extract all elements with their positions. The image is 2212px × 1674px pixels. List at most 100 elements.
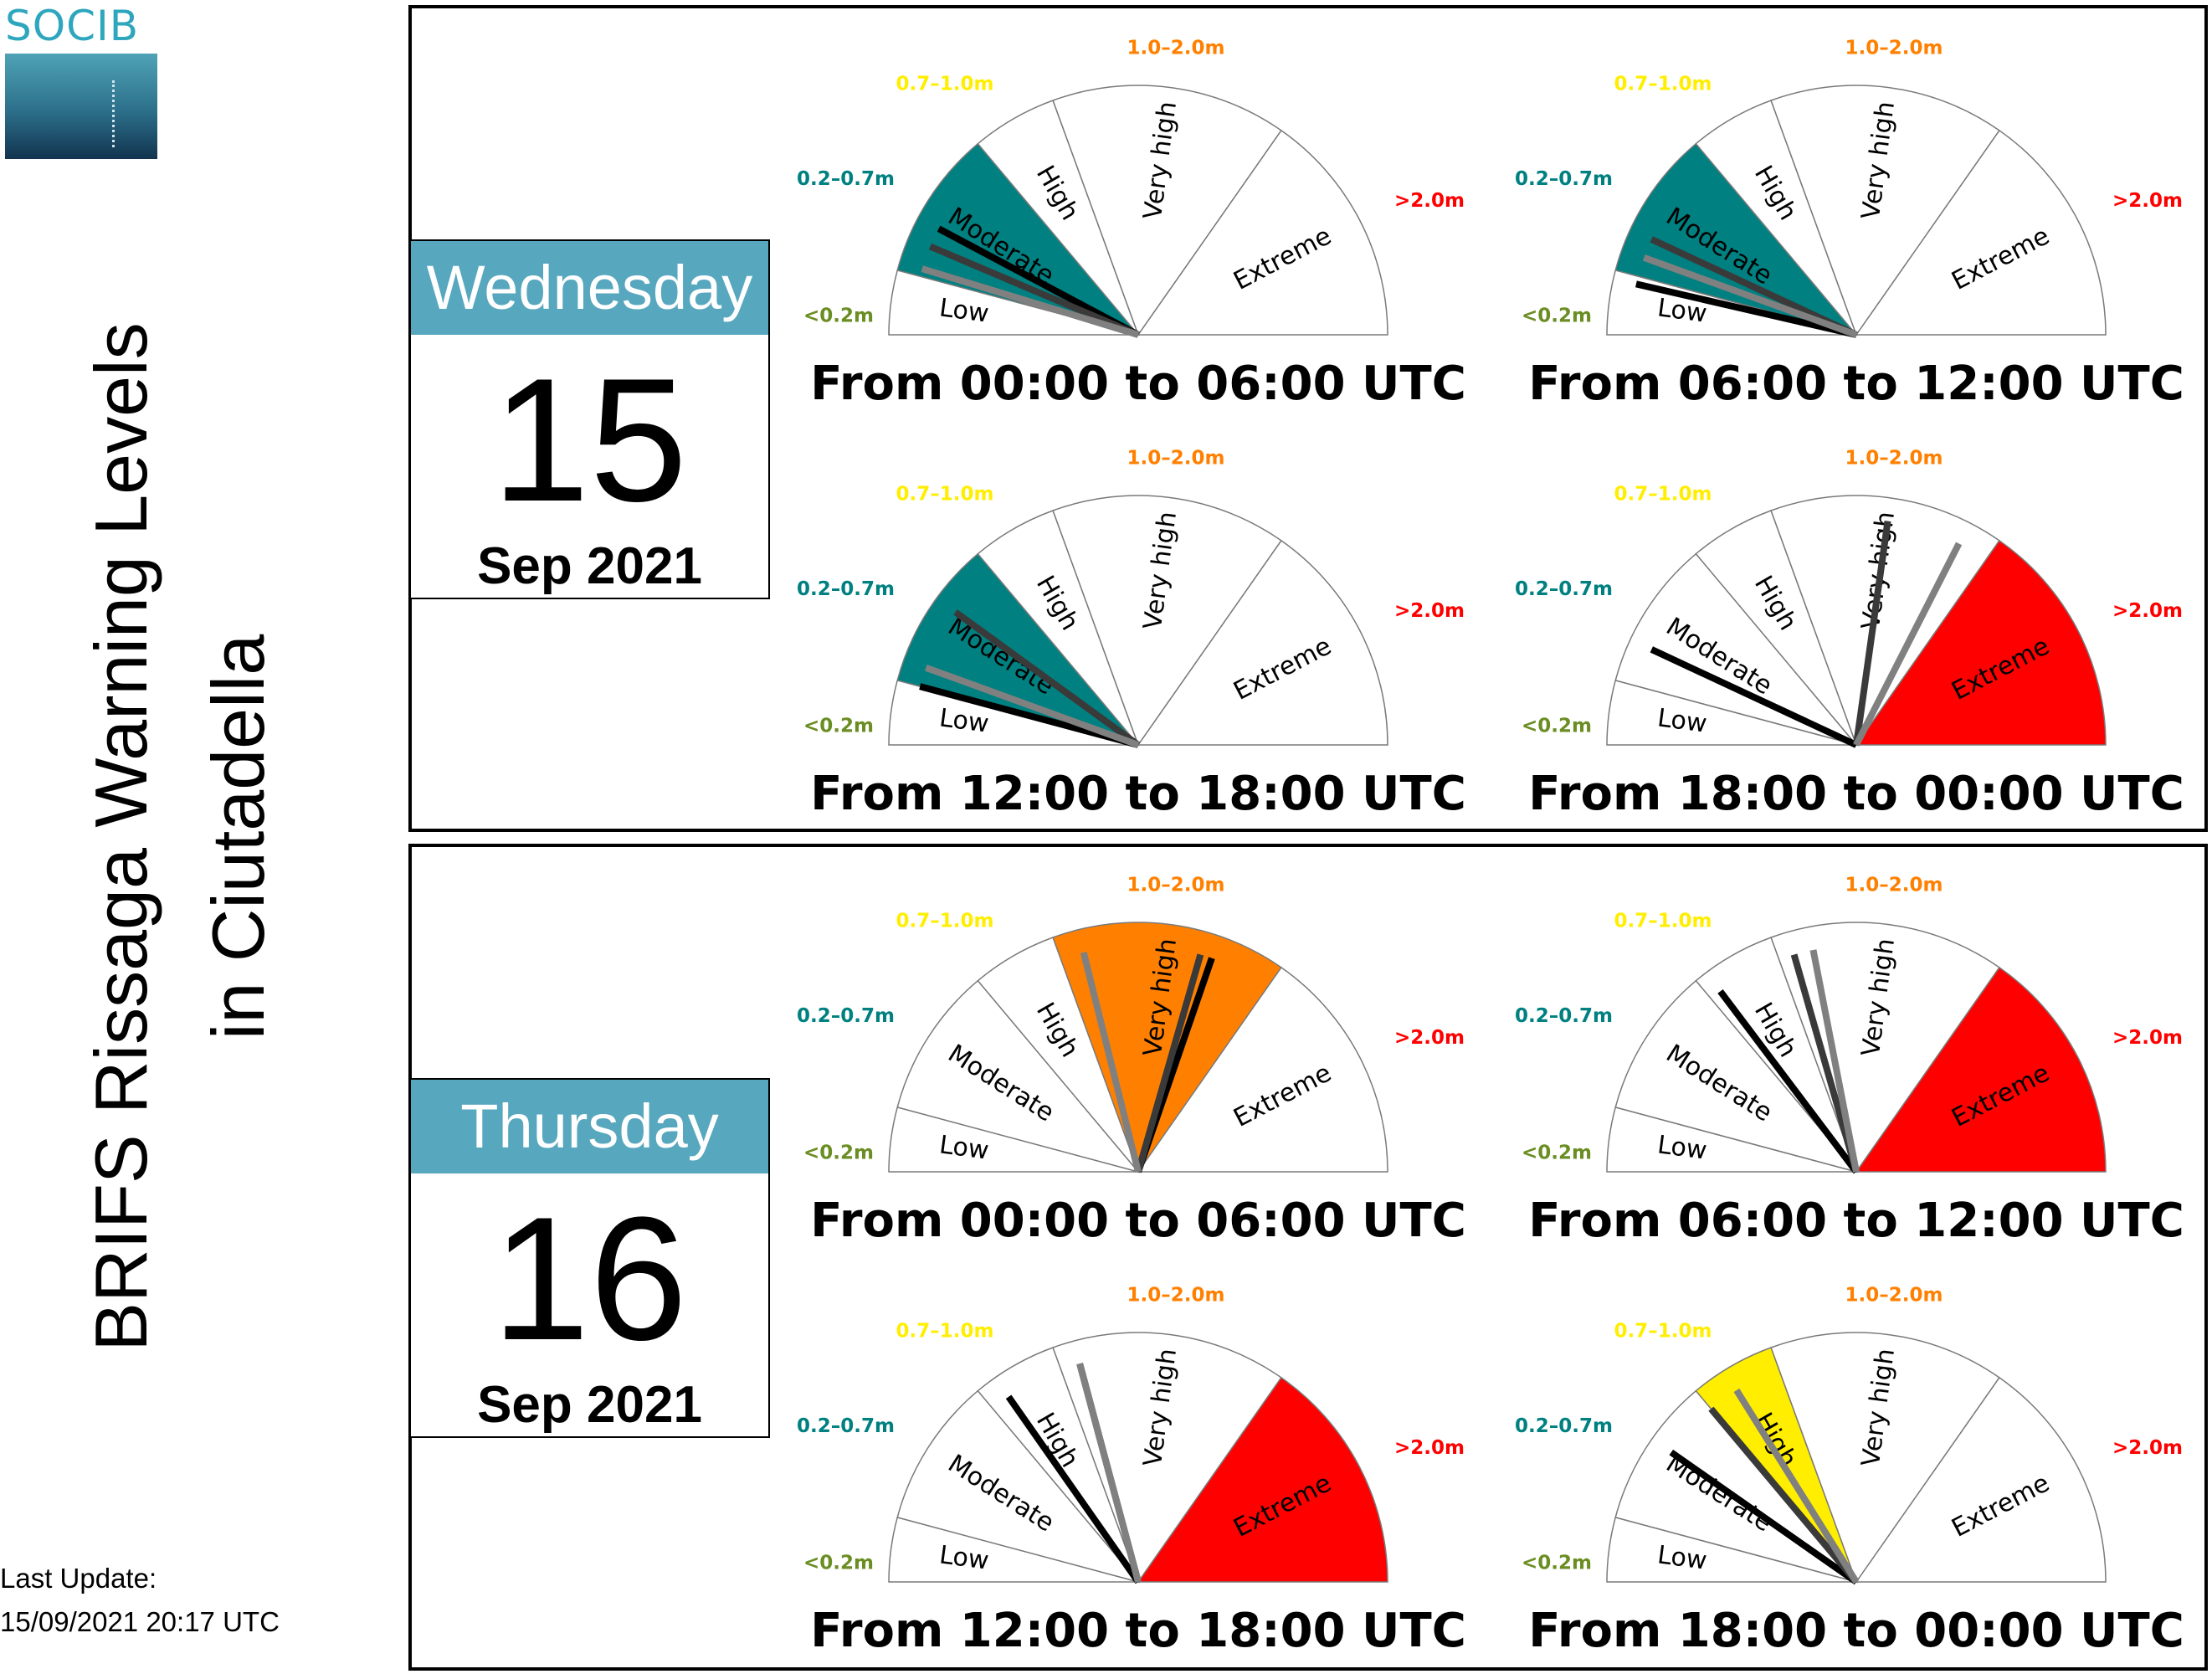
gauge-threshold-label: 0.2–0.7m [797, 1415, 895, 1437]
gauge-period-label: From 12:00 to 18:00 UTC [810, 767, 1466, 821]
gauge-needle [1708, 1406, 1860, 1584]
gauge-sector-very-high [1770, 495, 2000, 747]
gauge-threshold-label: 0.7–1.0m [1614, 911, 1712, 932]
gauge-threshold-label: 1.0–2.0m [1127, 875, 1225, 896]
gauge-threshold-label: 1.0–2.0m [1845, 448, 1943, 470]
gauge-sector-label: Low [937, 703, 990, 738]
gauge-needle [1635, 280, 1857, 338]
gauge-threshold-label: <0.2m [803, 1143, 874, 1164]
gauge-sector-moderate [896, 1389, 1141, 1584]
gauge-period-label: From 12:00 to 18:00 UTC [810, 1604, 1466, 1658]
gauge-threshold-label: 1.0–2.0m [1845, 1285, 1943, 1307]
gauge-sector-moderate [1614, 552, 1859, 747]
gauge-threshold-label: 0.7–1.0m [896, 911, 994, 932]
gauge-threshold-label: 1.0–2.0m [1127, 38, 1225, 59]
gauge-threshold-label: 0.2–0.7m [797, 1005, 895, 1027]
gauge-threshold-label: <0.2m [1522, 306, 1592, 327]
gauge-period-label: From 18:00 to 00:00 UTC [1528, 1604, 2184, 1658]
gauge-threshold-label: 0.2–0.7m [1515, 578, 1613, 600]
gauge-sector-label: Low [1655, 1540, 1708, 1575]
logo-text: SOCIB [5, 2, 140, 50]
day-card-thursday: Thursday 16 Sep 2021 [409, 1078, 770, 1438]
gauge-threshold-label: >2.0m [1394, 1437, 1465, 1459]
gauge-threshold-label: <0.2m [1522, 716, 1592, 737]
socib-logo: SOCIB [5, 3, 157, 159]
gauge-threshold-label: <0.2m [1522, 1553, 1592, 1574]
gauge-needle [1853, 521, 1891, 746]
gauge-period-label: From 06:00 to 12:00 UTC [1528, 1194, 2184, 1248]
gauge-threshold-label: 1.0–2.0m [1127, 1285, 1225, 1307]
day-month: Sep 2021 [477, 1376, 702, 1434]
gauge-needle [1650, 646, 1858, 748]
gauge-threshold-label: <0.2m [803, 1553, 874, 1574]
gauge-sector-moderate [896, 979, 1141, 1173]
gauge-sector-extreme [1855, 966, 2107, 1173]
gauge-threshold-label: 0.2–0.7m [797, 578, 895, 600]
day-name: Thursday [411, 1080, 768, 1173]
last-update-label: Last Update: [0, 1563, 157, 1594]
gauge-period-label: From 00:00 to 06:00 UTC [810, 1194, 1466, 1248]
gauge-threshold-label: 0.7–1.0m [1614, 484, 1712, 506]
gauge-sector-label: Low [937, 293, 990, 328]
gauge-sector-very-high [1052, 85, 1282, 336]
gauge-sector-moderate [1614, 979, 1859, 1173]
gauge-threshold-label: 0.7–1.0m [896, 74, 994, 95]
gauge-threshold-label: 0.7–1.0m [896, 1321, 994, 1343]
gauge-sector-extreme [1137, 966, 1388, 1173]
gauge-threshold-label: 0.2–0.7m [797, 168, 895, 190]
logo-graphic [5, 54, 157, 159]
gauge-needle [1005, 1394, 1142, 1584]
gauge-period-label: From 00:00 to 06:00 UTC [810, 357, 1466, 411]
gauge-period-label: From 06:00 to 12:00 UTC [1528, 357, 2184, 411]
gauge-threshold-label: >2.0m [2112, 190, 2183, 212]
gauge-threshold-label: 1.0–2.0m [1127, 448, 1225, 470]
gauge-needle [928, 243, 1140, 338]
gauge-threshold-label: <0.2m [803, 716, 874, 737]
gauge-sector-extreme [1855, 129, 2107, 336]
gauge-sector-extreme [1855, 1376, 2107, 1583]
gauge-needle [1135, 953, 1204, 1173]
gauge-threshold-label: >2.0m [1394, 190, 1465, 212]
gauge-threshold-label: >2.0m [2112, 600, 2183, 622]
gauge-sector-label: Low [1655, 703, 1708, 738]
logo-dashes [112, 80, 115, 147]
gauge-sector-extreme [1137, 129, 1388, 336]
gauge-sector-very-high [1052, 495, 1282, 747]
gauge-sector-very-high [1770, 1332, 2000, 1584]
day-number: 16 [491, 1180, 688, 1377]
gauge-period-label: From 18:00 to 00:00 UTC [1528, 767, 2184, 821]
gauge-sector-very-high [1052, 922, 1282, 1173]
gauge-sector-moderate [896, 142, 1141, 336]
gauge-threshold-label: 1.0–2.0m [1845, 38, 1943, 59]
day-number: 15 [491, 341, 688, 538]
gauge-needle [1076, 1363, 1142, 1584]
last-update: Last Update: 15/09/2021 20:17 UTC [0, 1557, 280, 1644]
gauge-sector-extreme [1855, 539, 2107, 746]
gauge-threshold-label: <0.2m [803, 306, 874, 327]
gauge-needle [1669, 1449, 1859, 1585]
gauge-needle [1853, 542, 1963, 747]
gauge-threshold-label: 0.2–0.7m [1515, 1005, 1613, 1027]
gauge-sector-label: Low [1655, 1130, 1708, 1165]
gauge-sector-extreme [1137, 539, 1388, 746]
gauge-needle [1733, 1388, 1860, 1584]
gauge-sector-extreme [1137, 1376, 1388, 1583]
gauge-threshold-label: 0.2–0.7m [1515, 1415, 1613, 1437]
gauge-needle [1809, 949, 1860, 1173]
gauge-threshold-label: >2.0m [1394, 600, 1465, 622]
day-month: Sep 2021 [477, 537, 702, 595]
gauge-threshold-label: 0.7–1.0m [1614, 74, 1712, 95]
gauge-threshold-label: 1.0–2.0m [1845, 875, 1943, 896]
gauge-needle [953, 609, 1141, 748]
gauge-threshold-label: <0.2m [1522, 1143, 1592, 1164]
gauge-needle [1717, 988, 1860, 1174]
gauge-threshold-label: 0.7–1.0m [1614, 1321, 1712, 1343]
gauge-sector-very-high [1770, 85, 2000, 336]
